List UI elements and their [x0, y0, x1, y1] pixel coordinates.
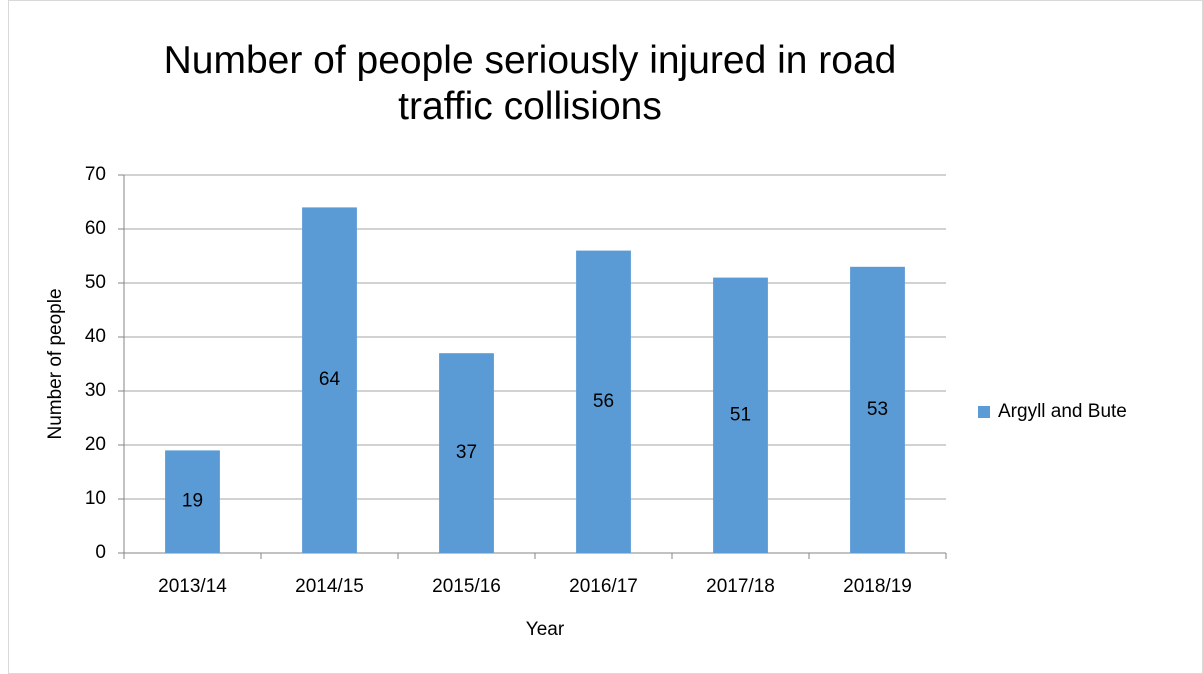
- x-tick-label: 2016/17: [569, 576, 638, 597]
- y-axis-label: Number of people: [45, 288, 66, 439]
- y-tick-label: 10: [85, 488, 106, 509]
- data-label: 53: [867, 399, 888, 420]
- y-tick-label: 0: [95, 542, 106, 563]
- x-tick-label: 2014/15: [295, 576, 364, 597]
- legend-swatch: [978, 406, 990, 418]
- y-tick-label: 60: [85, 218, 106, 239]
- x-tick-label: 2015/16: [432, 576, 501, 597]
- bar: [302, 207, 357, 553]
- y-tick-label: 50: [85, 272, 106, 293]
- bar: [850, 266, 905, 553]
- bar: [576, 250, 631, 553]
- x-tick-label: 2018/19: [843, 576, 912, 597]
- data-label: 56: [593, 391, 614, 412]
- bar: [713, 277, 768, 553]
- y-tick-label: 20: [85, 434, 106, 455]
- y-tick-label: 40: [85, 326, 106, 347]
- data-label: 37: [456, 442, 477, 463]
- bar: [439, 353, 494, 553]
- chart-title: Number of people seriously injured in ro…: [163, 39, 897, 128]
- data-label: 51: [730, 404, 751, 425]
- y-tick-label: 70: [85, 164, 106, 185]
- x-axis-label: Year: [526, 619, 565, 640]
- y-tick-label: 30: [85, 380, 106, 401]
- data-label: 64: [319, 369, 341, 390]
- x-tick-label: 2017/18: [706, 576, 775, 597]
- bar: [165, 450, 220, 553]
- legend-label: Argyll and Bute: [998, 401, 1127, 422]
- data-label: 19: [182, 491, 203, 512]
- x-tick-label: 2013/14: [158, 576, 227, 597]
